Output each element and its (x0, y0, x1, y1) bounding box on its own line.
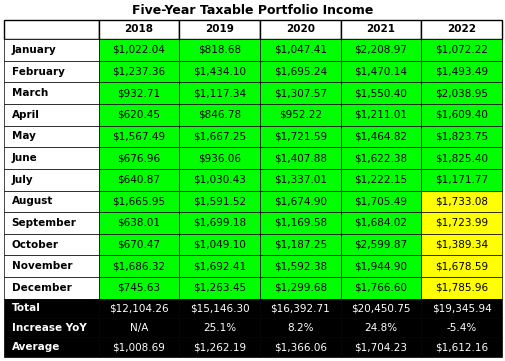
Title: Five-Year Taxable Portfolio Income: Five-Year Taxable Portfolio Income (132, 4, 373, 17)
